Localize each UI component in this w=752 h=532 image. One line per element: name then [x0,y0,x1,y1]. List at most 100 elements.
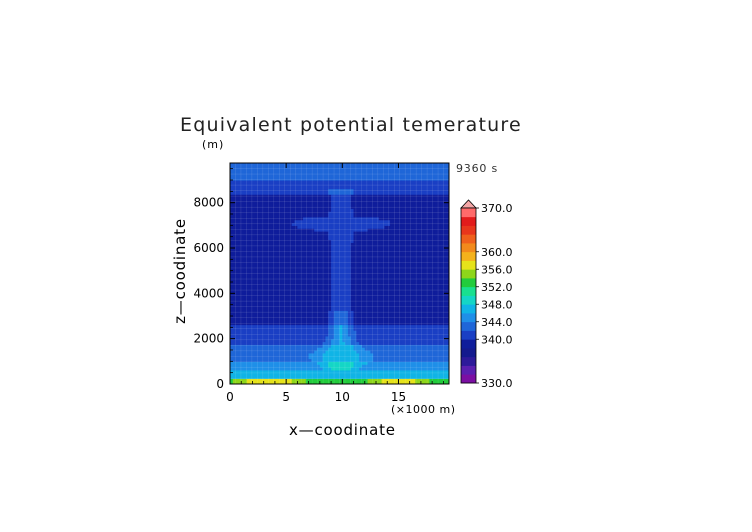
field-cell [260,222,265,226]
field-cell [364,282,369,286]
field-cell [384,236,388,241]
field-cell [350,191,355,195]
field-cell [325,276,329,280]
field-cell [339,214,343,218]
field-cell [274,208,279,212]
field-cell [238,375,242,379]
field-cell [328,333,332,337]
field-cell [303,307,307,311]
field-cell [322,265,327,269]
field-cell [258,222,262,226]
field-cell [373,338,377,343]
field-cell [376,185,380,190]
field-cell [367,202,371,207]
field-cell [235,222,240,226]
field-cell [277,259,282,263]
field-cell [390,347,394,351]
field-cell [272,369,276,374]
field-cell [395,174,400,178]
field-cell [263,367,268,371]
field-cell [258,364,262,368]
field-cell [286,364,290,368]
field-cell [291,367,296,371]
field-cell [361,273,366,277]
field-cell [378,222,383,226]
field-cell [322,199,327,204]
field-cell [342,236,346,241]
field-cell [401,177,405,181]
field-cell [308,202,313,207]
field-cell [401,347,405,351]
field-cell [260,180,265,184]
field-cell [345,233,349,238]
field-cell [297,335,301,340]
field-cell [395,355,400,360]
field-cell [291,375,296,379]
field-cell [378,327,383,331]
field-cell [367,236,371,241]
field-cell [241,310,245,314]
field-cell [328,335,332,340]
field-cell [370,188,374,192]
field-cell [376,350,380,354]
field-cell [288,282,293,286]
field-cell [404,270,408,275]
field-cell [350,369,355,374]
field-cell [297,242,301,246]
field-cell [356,248,360,252]
field-cell [395,279,400,283]
field-cell [376,364,380,368]
field-cell [308,361,313,365]
field-cell [317,202,321,207]
field-cell [294,344,298,348]
field-cell [266,290,270,294]
field-cell [387,330,391,334]
field-cell [347,270,352,275]
field-cell [359,367,363,371]
field-cell [232,185,237,190]
field-cell [392,163,397,167]
field-cell [255,185,259,190]
field-cell [325,197,329,201]
field-cell [255,214,259,218]
field-cell [381,174,386,178]
field-cell [238,163,242,167]
field-cell [269,338,273,343]
field-cell [401,242,405,246]
field-cell [286,338,290,343]
field-cell [364,318,369,323]
field-cell [373,231,377,235]
field-cell [241,245,245,249]
field-cell [406,205,411,209]
field-cell [260,259,265,263]
field-cell [258,191,262,195]
field-cell [359,253,363,258]
field-cell [238,168,242,173]
field-cell [325,165,329,170]
field-cell [263,324,268,328]
field-cell [230,350,234,354]
field-cell [269,177,273,181]
field-cell [392,165,397,170]
field-cell [305,265,310,269]
field-cell [395,352,400,357]
field-cell [359,267,363,272]
field-cell [238,205,242,209]
field-cell [294,214,298,218]
field-cell [252,361,256,365]
field-cell [384,307,388,311]
field-cell [263,375,268,379]
field-cell [381,188,386,192]
field-cell [392,194,397,198]
field-cell [235,367,240,371]
field-cell [294,276,298,280]
field-cell [404,239,408,243]
field-cell [238,358,242,362]
field-cell [258,168,262,173]
field-cell [406,307,411,311]
field-cell [322,233,327,238]
field-cell [325,225,329,229]
field-cell [286,228,290,232]
field-cell [241,199,245,204]
field-cell [370,304,374,309]
